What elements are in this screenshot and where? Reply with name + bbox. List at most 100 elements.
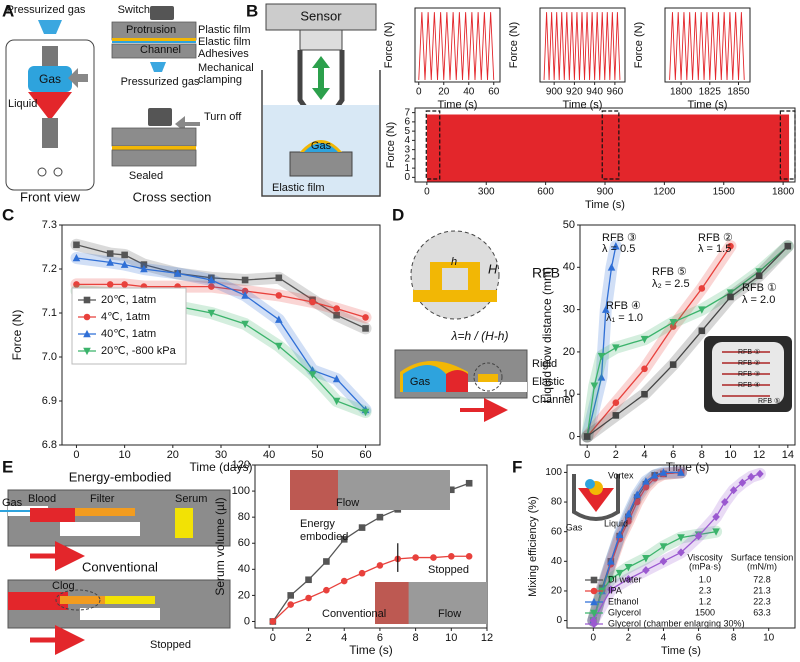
label: Gas xyxy=(2,497,23,509)
label: Liquid xyxy=(8,98,37,110)
label: Gas xyxy=(39,72,61,86)
data-point xyxy=(698,327,706,335)
x-tick-label: 20 xyxy=(438,87,450,98)
plot-frame xyxy=(566,464,796,629)
y-tick-label: 7 xyxy=(404,107,410,118)
annotation: RFB ① xyxy=(742,282,777,294)
data-point xyxy=(669,319,677,327)
y-axis-label: Force (N) xyxy=(633,22,645,68)
label: Pressurized gas xyxy=(121,76,200,88)
inset-blood xyxy=(290,470,338,510)
x-tick-label: 60 xyxy=(359,449,371,461)
table-header: Surface tension xyxy=(731,552,794,562)
y-axis-label: Force (N) xyxy=(383,22,395,68)
data-point xyxy=(73,241,80,249)
y-tick-label: 0 xyxy=(404,172,410,183)
y-tick-label: 6.8 xyxy=(42,439,57,451)
data-point xyxy=(305,576,312,584)
legend-label: Glycerol xyxy=(608,607,641,617)
x-axis-label: Time (s) xyxy=(438,99,478,111)
data-point xyxy=(642,566,650,575)
data-point xyxy=(747,472,755,481)
y-tick-label: 7.1 xyxy=(42,307,57,319)
label: Adhesives xyxy=(198,48,249,60)
data-point xyxy=(358,569,366,577)
data-point xyxy=(361,408,370,417)
y-axis-label: Mixing efficiency (%) xyxy=(527,496,539,597)
x-tick-label: 920 xyxy=(566,87,583,98)
data-point xyxy=(659,543,668,551)
data-point xyxy=(332,397,341,406)
data-point xyxy=(275,292,283,299)
data-point xyxy=(590,587,598,595)
line xyxy=(592,471,681,621)
y-tick-label: 0 xyxy=(569,430,575,442)
data-point xyxy=(669,323,677,330)
data-point xyxy=(465,552,473,560)
x-axis-label: Time (s) xyxy=(585,199,625,211)
data-point xyxy=(727,242,734,250)
data-point xyxy=(275,274,283,282)
table-header: (mPa·s) xyxy=(689,561,721,571)
data-point xyxy=(430,554,437,561)
data-point xyxy=(755,272,763,280)
data-point xyxy=(625,518,632,525)
label: Channel xyxy=(532,394,573,406)
rfb-diagram: h H RFB λ=h / (H-h) Gas Rigid Elastic Ch… xyxy=(394,230,573,422)
data-point xyxy=(602,305,610,313)
x-tick-label: 2 xyxy=(305,632,311,644)
legend-label: 20℃, 1atm xyxy=(101,294,156,306)
data-point xyxy=(633,498,641,506)
chart: 0 10 20 30 40 50 60 6.8 6.9 7.0 7.1 7.2 7.3 Time (day… xyxy=(10,219,381,474)
x-tick-label: 960 xyxy=(607,87,624,98)
label: Mechanical xyxy=(198,62,254,74)
data-point xyxy=(448,552,455,560)
y-tick-label: 1 xyxy=(404,163,410,174)
y-tick-label: 0 xyxy=(556,615,562,626)
data-point xyxy=(650,471,659,479)
data-point xyxy=(784,242,792,250)
data-point xyxy=(207,275,216,284)
inset-label: Vortex xyxy=(608,470,634,480)
label: Sensor xyxy=(300,8,342,23)
x-tick-label: 12 xyxy=(753,449,765,461)
data-point xyxy=(607,575,615,584)
annotation: Flow xyxy=(336,497,359,509)
annotation: Flow xyxy=(438,608,461,620)
y-tick-label: 7.2 xyxy=(42,263,57,275)
data-point xyxy=(140,264,148,273)
data-point xyxy=(607,263,616,271)
data-point xyxy=(597,373,606,381)
x-tick-label: 900 xyxy=(597,187,614,198)
data-point xyxy=(756,469,764,478)
label: Serum xyxy=(175,493,207,505)
data-point xyxy=(207,309,216,318)
data-point xyxy=(694,532,703,541)
data-point xyxy=(412,554,419,561)
data-point xyxy=(106,250,114,257)
panel-letter: B xyxy=(246,1,258,20)
data-point xyxy=(607,557,615,565)
x-tick-label: 30 xyxy=(215,449,227,461)
x-tick-label: 10 xyxy=(119,449,131,461)
chart: 0 2 4 6 8 10 12 14 0 10 20 30 40 50 Time (s) Liquid flo… xyxy=(540,219,796,474)
inset-label: RFB ④ xyxy=(738,381,760,389)
x-tick-label: 4 xyxy=(341,632,347,644)
vortex-liquid xyxy=(578,488,614,512)
data-point xyxy=(590,576,598,584)
y-tick-label: 40 xyxy=(563,261,575,273)
x-tick-label: 1800 xyxy=(670,87,693,98)
y-axis-label: Force (N) xyxy=(385,122,397,168)
data-point xyxy=(624,509,633,518)
data-point xyxy=(659,557,668,566)
data-point xyxy=(208,283,215,290)
y-tick-label: 120 xyxy=(232,459,250,471)
data-point xyxy=(173,269,182,277)
data-point xyxy=(362,314,369,321)
legend-label: 4℃, 1atm xyxy=(101,311,150,323)
x-tick-label: 6 xyxy=(670,449,676,461)
inset-label: RFB ① xyxy=(738,348,760,356)
x-tick-label: 20 xyxy=(167,449,179,461)
